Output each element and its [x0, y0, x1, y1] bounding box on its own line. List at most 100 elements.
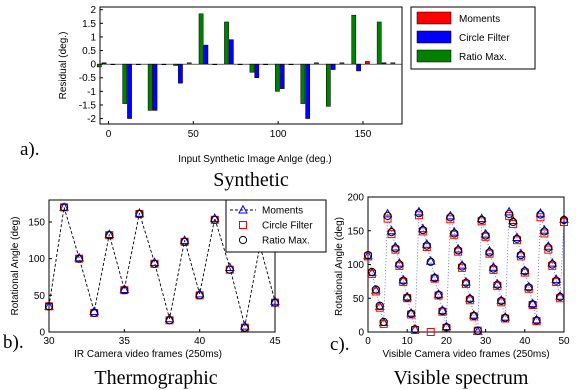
marker-moments	[437, 305, 448, 314]
marker-moments	[523, 281, 534, 291]
marker-ratio-max	[473, 326, 482, 335]
y-tick-label: -0.5	[79, 73, 97, 84]
x-tick-label: 10	[402, 336, 414, 347]
marker-ratio-max	[516, 250, 525, 260]
bar-circle-filter	[203, 44, 209, 65]
y-tick-label: 0	[90, 60, 96, 71]
panel-b-y-axis-label: Rotational Angle (deg)	[10, 217, 21, 316]
x-tick-label: 30	[43, 336, 55, 347]
marker-ratio-max	[555, 292, 565, 301]
legend-label-ratio-max: Ratio Max.	[262, 236, 310, 247]
y-tick-label: -1	[87, 87, 96, 98]
y-tick-label: 50	[34, 291, 46, 302]
marker-ratio-max	[383, 211, 392, 220]
marker-moments	[496, 295, 507, 304]
marker-ratio-max	[430, 273, 439, 283]
marker-moments	[429, 272, 440, 281]
legend-label-ratio-max: Ratio Max.	[459, 52, 507, 63]
marker-ratio-max	[195, 291, 204, 300]
marker-ratio-max	[410, 325, 420, 334]
legend-marker-ratio-max	[238, 235, 248, 245]
marker-ratio-max	[270, 298, 280, 307]
x-tick-label: 150	[355, 129, 372, 140]
x-tick-label: 30	[480, 336, 492, 347]
panel-b-legend: Moments Circle Filter Ratio Max.	[225, 199, 327, 253]
x-tick-label: 35	[119, 336, 131, 347]
marker-ratio-max	[532, 316, 541, 325]
marker-moments	[468, 309, 479, 319]
y-tick-label: -1.5	[79, 100, 97, 111]
bar-ratio-max	[122, 63, 128, 104]
marker-ratio-max	[528, 300, 537, 309]
marker-ratio-max	[403, 293, 412, 302]
marker-ratio-max	[75, 254, 84, 263]
marker-ratio-max	[240, 323, 249, 332]
bar-ratio-max	[325, 63, 331, 107]
x-tick-label: 20	[441, 336, 453, 347]
marker-ratio-max	[544, 243, 553, 252]
marker-ratio-max	[465, 294, 475, 304]
x-tick-label: 40	[194, 336, 206, 347]
y-tick-label: 0	[39, 328, 45, 339]
marker-moments	[519, 265, 530, 275]
bar-ratio-max	[224, 21, 229, 65]
legend-marker-circle-filter	[239, 221, 247, 229]
y-tick-label: -2	[87, 114, 96, 125]
marker-circle-filter	[426, 328, 435, 336]
panel-c-x-axis-label: Visible Camera video frames (250ms)	[382, 349, 549, 360]
marker-moments	[270, 295, 280, 305]
marker-ratio-max	[379, 317, 388, 326]
panel-a-legend: Moments Circle Filter Ratio Max.	[410, 6, 536, 70]
marker-moments	[194, 288, 205, 298]
bar-circle-filter	[127, 63, 132, 119]
panel-a-y-axis-label: Residual (deg.)	[58, 32, 69, 100]
marker-circle-filter	[383, 214, 392, 223]
marker-moments	[179, 235, 190, 244]
marker-ratio-max	[457, 262, 467, 271]
marker-ratio-max	[391, 244, 400, 253]
marker-moments	[240, 320, 250, 330]
x-tick-label: 45	[269, 336, 281, 347]
bar-ratio-max	[147, 63, 153, 111]
panel-a-label: a).	[20, 139, 40, 160]
marker-moments	[406, 307, 416, 317]
marker-ratio-max	[422, 241, 431, 250]
bar-ratio-max	[351, 14, 357, 65]
legend-swatch-moments	[416, 11, 452, 25]
panel-a-caption: Synthetic	[213, 169, 289, 191]
marker-ratio-max	[524, 283, 533, 292]
marker-moments	[531, 314, 542, 324]
marker-ratio-max	[552, 276, 561, 285]
y-tick-label: 0	[358, 328, 364, 339]
marker-ratio-max	[90, 308, 99, 318]
legend-label-circle-filter: Circle Filter	[262, 221, 313, 232]
x-tick-label: 0	[365, 336, 371, 347]
panel-c-line-chart: 0 10 20 30 40 50 0 50 100 150 200 Rotational Angl…	[330, 193, 570, 390]
marker-ratio-max	[395, 260, 404, 269]
legend-label-moments: Moments	[262, 206, 303, 217]
marker-ratio-max	[505, 209, 514, 218]
marker-ratio-max	[210, 215, 219, 224]
marker-moments	[555, 290, 565, 300]
legend-swatch-ratio-max	[416, 49, 452, 63]
marker-moments	[209, 213, 220, 222]
marker-moments	[104, 229, 115, 238]
marker-ratio-max	[363, 250, 373, 260]
marker-ratio-max	[414, 209, 424, 218]
y-tick-label: 1	[90, 32, 96, 43]
marker-ratio-max	[180, 237, 189, 246]
marker-ratio-max	[497, 296, 506, 306]
bar-circle-filter	[228, 39, 234, 65]
marker-moments	[492, 278, 503, 288]
marker-moments	[410, 324, 420, 333]
panel-c-label: c).	[330, 334, 350, 355]
marker-ratio-max	[461, 278, 471, 287]
bar-ratio-max	[275, 63, 280, 92]
x-tick-label: 0	[106, 129, 112, 140]
marker-moments	[465, 293, 475, 302]
marker-moments	[527, 298, 538, 308]
marker-ratio-max	[225, 265, 234, 274]
x-tick-label: 50	[558, 336, 570, 347]
x-tick-label: 50	[188, 129, 200, 140]
